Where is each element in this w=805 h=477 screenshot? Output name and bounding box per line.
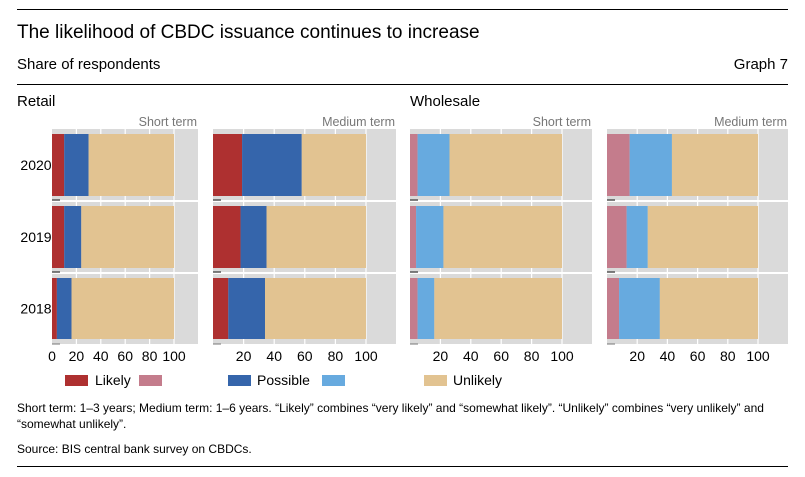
x-tick-label: 60 [117, 348, 133, 364]
header-rule [17, 84, 788, 85]
legend-label-likely: Likely [95, 372, 131, 388]
footnote: Short term: 1–3 years; Medium term: 1–6 … [17, 401, 764, 431]
source-note: Source: BIS central bank survey on CBDCs… [17, 442, 252, 456]
graph-number: Graph 7 [733, 56, 788, 73]
bar-unlikely-2019 [647, 206, 758, 268]
x-tick-label: 80 [328, 348, 344, 364]
bar-unlikely-2018 [659, 278, 758, 339]
panel-title: Medium term [714, 115, 787, 129]
x-tick-label: 100 [354, 348, 378, 364]
bar-unlikely-2020 [671, 134, 758, 196]
section-label-wholesale: Wholesale [410, 93, 481, 110]
x-tick-label: 80 [524, 348, 540, 364]
x-tick-label: 20 [69, 348, 85, 364]
bar-unlikely-2020 [88, 134, 174, 196]
x-tick-label: 60 [297, 348, 313, 364]
panel-title: Short term [139, 115, 197, 129]
x-tick-label: 20 [236, 348, 252, 364]
x-tick-label: 40 [660, 348, 676, 364]
top-rule [17, 9, 788, 10]
bar-unlikely-2020 [301, 134, 366, 196]
bar-possible-2018 [417, 278, 435, 339]
bar-possible-2020 [629, 134, 672, 196]
y-tick-label: 2020 [20, 157, 51, 173]
bar-possible-2018 [619, 278, 660, 339]
legend-label-unlikely: Unlikely [453, 372, 503, 388]
x-tick-label: 20 [433, 348, 449, 364]
x-tick-label: 40 [266, 348, 282, 364]
chart-subtitle: Share of respondents [17, 56, 161, 73]
x-tick-label: 40 [463, 348, 479, 364]
legend-swatch-likely-wholesale [139, 375, 162, 386]
x-tick-label: 60 [493, 348, 509, 364]
bottom-rule [17, 466, 788, 467]
x-tick-label: 100 [162, 348, 186, 364]
bar-likely-2020 [52, 134, 65, 196]
y-tick-label: 2018 [20, 301, 51, 317]
bar-likely-2020 [410, 134, 418, 196]
y-tick-label: 2019 [20, 229, 51, 245]
x-tick-label: 80 [142, 348, 158, 364]
bar-possible-2019 [626, 206, 648, 268]
bar-unlikely-2018 [434, 278, 562, 339]
bar-possible-2020 [242, 134, 302, 196]
bar-possible-2019 [240, 206, 267, 268]
bar-possible-2020 [64, 134, 89, 196]
bar-likely-2020 [607, 134, 630, 196]
legend-swatch-unlikely [424, 375, 447, 386]
legend-swatch-possible-wholesale [322, 375, 345, 386]
bar-likely-2018 [607, 278, 620, 339]
bar-likely-2019 [607, 206, 627, 268]
bar-likely-2019 [410, 206, 417, 268]
bar-unlikely-2018 [71, 278, 174, 339]
legend-swatch-possible [228, 375, 251, 386]
panel-title: Medium term [322, 115, 395, 129]
bar-unlikely-2019 [266, 206, 366, 268]
bar-likely-2018 [213, 278, 229, 339]
x-tick-label: 100 [550, 348, 574, 364]
bar-unlikely-2019 [443, 206, 562, 268]
x-tick-label: 0 [48, 348, 56, 364]
bar-possible-2018 [56, 278, 72, 339]
chart-title: The likelihood of CBDC issuance continue… [17, 22, 480, 43]
bar-unlikely-2018 [265, 278, 366, 339]
x-tick-label: 20 [629, 348, 645, 364]
bar-possible-2018 [228, 278, 266, 339]
bar-unlikely-2019 [81, 206, 174, 268]
bar-likely-2020 [213, 134, 243, 196]
bar-possible-2019 [64, 206, 82, 268]
section-label-retail: Retail [17, 93, 56, 110]
bar-likely-2018 [52, 278, 57, 339]
bar-possible-2020 [417, 134, 450, 196]
legend-swatch-likely [65, 375, 88, 386]
bar-likely-2019 [213, 206, 241, 268]
x-tick-label: 60 [690, 348, 706, 364]
x-tick-label: 80 [720, 348, 736, 364]
bar-likely-2019 [52, 206, 65, 268]
panel-title: Short term [533, 115, 591, 129]
bar-unlikely-2020 [449, 134, 562, 196]
x-tick-label: 40 [93, 348, 109, 364]
bar-likely-2018 [410, 278, 418, 339]
x-tick-label: 100 [746, 348, 770, 364]
bar-possible-2019 [416, 206, 444, 268]
legend-label-possible: Possible [257, 372, 310, 388]
